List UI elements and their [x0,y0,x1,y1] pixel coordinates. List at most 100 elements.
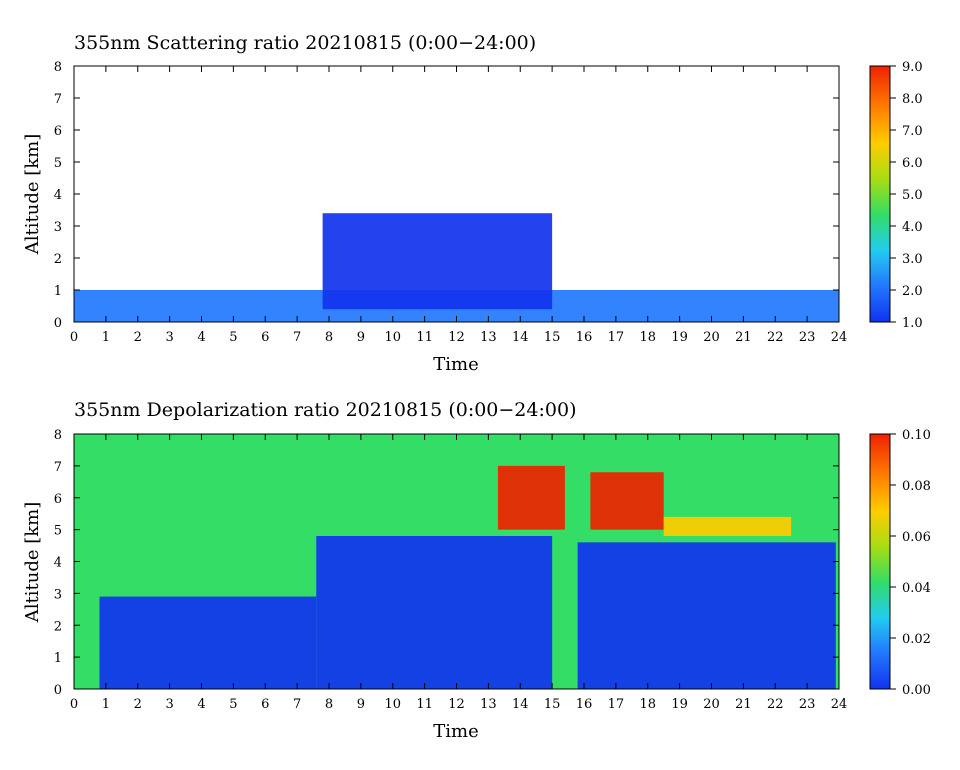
heatmap-cell [561,270,591,284]
x-tick-label: 19 [671,330,688,345]
heatmap-cell [497,465,565,530]
y-axis-label: Altitude [km] [22,134,43,256]
colorbar-tick-label: 7.0 [902,124,923,139]
y-tick-label: 2 [54,252,62,267]
x-tick-label: 3 [165,330,173,345]
y-tick-label: 7 [54,92,62,107]
y-tick-label: 1 [54,651,62,666]
colorbar-tick-label: 6.0 [902,156,923,171]
x-tick-label: 1 [102,697,110,712]
y-axis-label: Altitude [km] [22,502,43,624]
x-tick-label: 5 [229,330,237,345]
colorbar [869,433,891,690]
x-tick-label: 0 [70,697,78,712]
x-tick-label: 16 [576,697,593,712]
x-tick-label: 21 [735,697,752,712]
heatmap-cell [322,213,553,310]
x-tick-label: 12 [448,330,465,345]
x-tick-label: 23 [799,330,816,345]
x-tick-label: 20 [703,330,720,345]
x-tick-label: 18 [639,330,656,345]
y-tick-label: 3 [54,220,62,235]
x-tick-label: 2 [134,697,142,712]
colorbar-tick-label: 9.0 [902,60,923,75]
y-tick-label: 7 [54,460,62,475]
colorbar-tick-label: 2.0 [902,284,923,299]
y-tick-label: 6 [54,124,62,139]
x-tick-label: 9 [357,697,365,712]
depolarization-ratio-panel: 355nm Depolarization ratio 20210815 (0:0… [22,399,931,742]
chart-title: 355nm Scattering ratio 20210815 (0:00−24… [74,32,536,54]
y-tick-label: 4 [54,188,62,203]
colorbar-axis: 1.0 2.0 3.0 4.0 5.0 6.0 7.0 8.0 9.0 [890,60,923,331]
x-tick-label: 24 [831,330,848,345]
x-tick-label: 24 [831,697,848,712]
x-tick-label: 9 [357,330,365,345]
x-tick-label: 13 [480,697,497,712]
x-axis: 0 1 2 3 4 5 6 7 8 9 10 11 12 13 14 15 16 17 18 19 20 21 22 23 24 [70,434,847,712]
x-tick-label: 4 [197,697,205,712]
x-tick-label: 20 [703,697,720,712]
heatmap-cells [74,434,839,689]
x-tick-label: 6 [261,330,269,345]
y-tick-label: 6 [54,492,62,507]
y-tick-label: 8 [54,60,62,75]
colorbar-tick-label: 5.0 [902,188,923,203]
x-tick-label: 2 [134,330,142,345]
colorbar-tick-label: 3.0 [902,252,923,267]
x-tick-label: 16 [576,330,593,345]
x-tick-label: 7 [293,330,301,345]
x-tick-label: 10 [384,697,401,712]
x-tick-label: 14 [512,697,529,712]
heatmap-cell [99,596,317,689]
x-axis: 0 1 2 3 4 5 6 7 8 9 10 11 12 13 14 15 16 17 18 19 20 21 22 23 24 [70,66,847,345]
y-tick-label: 5 [54,524,62,539]
x-tick-label: 15 [544,697,561,712]
heatmap-cell [316,536,553,689]
y-axis: 0 1 2 3 4 5 6 7 8 [54,60,839,331]
heatmap-cell [105,248,234,271]
y-tick-label: 0 [54,683,62,698]
colorbar-tick-label: 8.0 [902,92,923,107]
x-tick-label: 17 [608,697,625,712]
colorbar-tick-label: 0.00 [902,683,931,698]
colorbar-tick-label: 0.04 [902,581,931,596]
x-tick-label: 15 [544,330,561,345]
x-tick-label: 12 [448,697,465,712]
heatmap-cell [663,516,792,536]
colorbar-tick-label: 0.08 [902,479,931,494]
x-tick-label: 14 [512,330,529,345]
colorbar-tick-label: 0.06 [902,530,931,545]
x-tick-label: 18 [639,697,656,712]
colorbar-tick-label: 0.10 [902,428,931,443]
x-tick-label: 22 [767,330,784,345]
heatmap-cell [695,168,824,226]
scattering-ratio-panel: 355nm Scattering ratio 20210815 (0:00−24… [22,32,923,375]
x-tick-label: 4 [197,330,205,345]
x-tick-label: 8 [325,330,333,345]
x-tick-label: 3 [165,697,173,712]
x-tick-label: 23 [799,697,816,712]
chart-title: 355nm Depolarization ratio 20210815 (0:0… [74,399,576,421]
y-tick-label: 4 [54,556,62,571]
x-tick-label: 1 [102,330,110,345]
x-tick-label: 11 [416,330,433,345]
x-tick-label: 19 [671,697,688,712]
x-tick-label: 7 [293,697,301,712]
heatmap-cell [590,472,664,530]
colorbar-tick-label: 4.0 [902,220,923,235]
x-tick-label: 22 [767,697,784,712]
heatmap-cells [74,82,839,322]
y-tick-label: 2 [54,619,62,634]
x-tick-label: 8 [325,697,333,712]
x-axis-label: Time [433,721,478,742]
x-axis-label: Time [433,354,478,375]
heatmap-cell [99,229,132,239]
x-tick-label: 17 [608,330,625,345]
y-tick-label: 5 [54,156,62,171]
x-tick-label: 5 [229,697,237,712]
heatmap-cell [472,82,546,114]
colorbar-axis: 0.00 0.02 0.04 0.06 0.08 0.10 [890,428,931,698]
x-tick-label: 13 [480,330,497,345]
